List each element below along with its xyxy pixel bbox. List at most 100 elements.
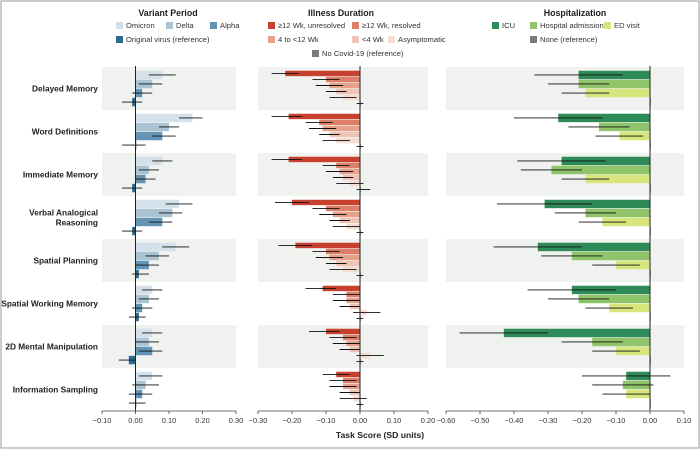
x-tick-label: −0.40 xyxy=(505,416,524,425)
legend-label: ED visit xyxy=(614,21,641,30)
bar-delta xyxy=(135,208,173,218)
bar-12-wk-unresolved xyxy=(326,328,360,335)
legend-swatch xyxy=(268,22,275,29)
legend-swatch xyxy=(352,22,359,29)
legend-swatch xyxy=(210,22,217,29)
bar-12-wk-unresolved xyxy=(295,242,360,249)
outcome-label-spatial-planning: Spatial Planning xyxy=(33,256,98,266)
bar-hospital-admission xyxy=(551,165,650,175)
x-tick-label: 0.00 xyxy=(643,416,657,425)
x-tick-label: −0.60 xyxy=(437,416,456,425)
bar-omicron xyxy=(135,242,176,252)
bar-hospital-admission xyxy=(578,79,650,89)
bar-omicron xyxy=(135,113,193,123)
legend-label: ≥12 Wk, unresolved xyxy=(278,21,345,30)
legend-label: ≥12 Wk, resolved xyxy=(362,21,421,30)
legend-swatch xyxy=(530,22,537,29)
bar-4-to-12-wk xyxy=(329,254,360,261)
bar-ed-visit xyxy=(585,174,650,184)
bar-delta xyxy=(135,122,169,132)
legend-label: Original virus (reference) xyxy=(126,35,210,44)
panel-illness-duration: Illness Duration ≥12 Wk, unresolved ≥12 Wk… xyxy=(249,8,446,425)
bar-12-wk-unresolved xyxy=(288,156,360,163)
bar-icu xyxy=(503,328,650,338)
outcome-label-2d-mental-manipulation: 2D Mental Manipulation xyxy=(5,342,98,352)
bar-ed-visit xyxy=(585,88,650,98)
bar-12-wk-unresolved xyxy=(292,199,360,206)
x-tick-label: 0.10 xyxy=(162,416,176,425)
bar-icu xyxy=(544,199,650,209)
legend-label: Hospital admission xyxy=(540,21,604,30)
bar-hospital-admission xyxy=(571,251,650,261)
legend-label: <4 Wk xyxy=(362,35,384,44)
outcome-label-verbal-analogical-reasoning: Verbal Analogical Reasoning xyxy=(29,208,98,228)
legend-swatch xyxy=(116,36,123,43)
row-band xyxy=(102,67,236,110)
row-band xyxy=(102,325,236,368)
panel-title: Illness Duration xyxy=(308,8,374,18)
legend-label: ICU xyxy=(502,21,515,30)
x-tick-label: 0.10 xyxy=(387,416,401,425)
bar-4-wk xyxy=(329,131,360,138)
bar-hospital-admission xyxy=(578,294,650,304)
legend-swatch xyxy=(268,36,275,43)
row-band xyxy=(102,153,236,196)
x-tick-label: −0.20 xyxy=(283,416,302,425)
bar-12-wk-resolved xyxy=(326,248,360,255)
legend-swatch xyxy=(312,50,319,57)
panel-hospitalization: Hospitalization ICU Hospital admission ED v… xyxy=(437,8,692,425)
legend-swatch xyxy=(530,36,537,43)
panels: Variant Period Omicron Delta Alpha Original … xyxy=(93,8,692,425)
legend-label: Delta xyxy=(176,21,195,30)
x-tick-label: −0.30 xyxy=(249,416,268,425)
outcome-labels: Delayed Memory Word Definitions Immediate … xyxy=(1,84,98,395)
x-tick-label: 0.00 xyxy=(128,416,142,425)
legend-swatch xyxy=(604,22,611,29)
bar-alpha xyxy=(135,131,163,141)
x-tick-label: −0.20 xyxy=(573,416,592,425)
bar-12-wk-unresolved xyxy=(288,113,360,120)
legend-swatch xyxy=(116,22,123,29)
x-tick-label: −0.10 xyxy=(607,416,626,425)
x-axis-title: Task Score (SD units) xyxy=(336,430,424,440)
legend-swatch xyxy=(352,36,359,43)
bar-4-wk xyxy=(336,260,360,267)
x-tick-label: 0.20 xyxy=(195,416,209,425)
legend-label: Omicron xyxy=(126,21,155,30)
legend-label: No Covid-19 (reference) xyxy=(322,49,404,58)
panel-title: Hospitalization xyxy=(544,8,607,18)
legend-label: 4 to <12 Wk xyxy=(278,35,319,44)
legend-swatch xyxy=(166,22,173,29)
bar-4-to-12-wk xyxy=(322,125,360,132)
bar-omicron xyxy=(135,199,180,209)
bar-12-wk-resolved xyxy=(326,205,360,212)
bar-12-wk-resolved xyxy=(319,119,360,126)
panel-variant-period: Variant Period Omicron Delta Alpha Original … xyxy=(93,8,244,425)
bar-12-wk-unresolved xyxy=(322,285,360,292)
bar-12-wk-unresolved xyxy=(285,70,360,77)
outcome-label-information-sampling: Information Sampling xyxy=(13,385,98,395)
x-tick-label: 0.00 xyxy=(353,416,367,425)
bar-4-wk xyxy=(336,88,360,95)
legend-swatch xyxy=(492,22,499,29)
x-tick-label: −0.10 xyxy=(317,416,336,425)
bar-hospital-admission xyxy=(585,208,650,218)
x-tick-label: 0.10 xyxy=(677,416,691,425)
outcome-label-delayed-memory: Delayed Memory xyxy=(32,84,98,94)
bar-12-wk-resolved xyxy=(326,76,360,83)
panel-title: Variant Period xyxy=(138,8,197,18)
bar-icu xyxy=(558,113,650,123)
x-tick-label: 0.20 xyxy=(421,416,435,425)
legend-label: Alpha xyxy=(220,21,240,30)
outcome-label-word-definitions: Word Definitions xyxy=(32,127,99,137)
x-tick-label: −0.50 xyxy=(471,416,490,425)
x-tick-label: −0.10 xyxy=(93,416,112,425)
legend-label: None (reference) xyxy=(540,35,598,44)
x-tick-label: −0.30 xyxy=(539,416,558,425)
bar-4-to-12-wk xyxy=(329,82,360,89)
bar-icu xyxy=(537,242,650,252)
outcome-label-spatial-working-memory: Spatial Working Memory xyxy=(1,299,98,309)
x-tick-label: 0.30 xyxy=(229,416,243,425)
bar-omicron xyxy=(135,156,163,166)
